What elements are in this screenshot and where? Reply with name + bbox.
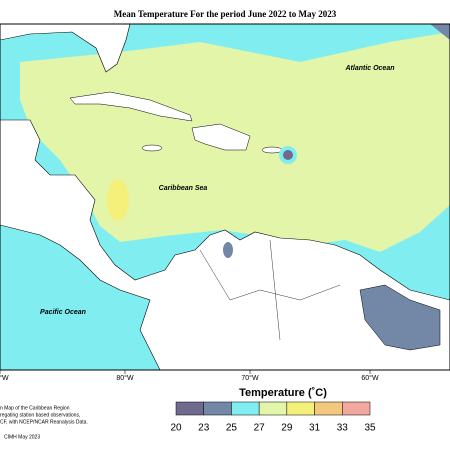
credit-text: regating station based observations, xyxy=(0,412,80,418)
jamaica xyxy=(141,144,163,152)
ocean-label: Pacific Ocean xyxy=(40,309,86,316)
legend-swatch xyxy=(342,401,371,416)
legend: Temperature (˚C) 20 23 25 27 29 31 33 35 xyxy=(170,387,376,434)
legend-swatch xyxy=(258,401,288,416)
legend-title: Temperature (˚C) xyxy=(239,387,327,399)
map-area xyxy=(0,23,450,371)
lon-label: 90°W xyxy=(0,374,9,382)
sea-label: Caribbean Sea xyxy=(159,185,208,192)
legend-swatch xyxy=(314,401,343,416)
lon-label: 70°W xyxy=(241,374,259,382)
lon-label: 80°W xyxy=(116,374,134,382)
puerto-rico xyxy=(261,146,283,154)
lon-label: 60°W xyxy=(361,374,379,382)
cuba xyxy=(69,91,193,122)
warm-spot xyxy=(107,179,129,221)
cool-spot xyxy=(223,242,233,258)
legend-tick-label: 23 xyxy=(198,423,210,434)
legend-swatch xyxy=(175,401,204,416)
credit-text: CIMH May 2023 xyxy=(4,434,40,440)
map-title: Mean Temperature For the period June 202… xyxy=(114,9,337,19)
legend-tick-label: 27 xyxy=(254,423,266,434)
legend-swatch xyxy=(231,401,260,416)
ocean-label: Atlantic Ocean xyxy=(344,65,394,72)
credit-text: n Map of the Caribbean Region xyxy=(0,405,70,411)
legend-tick-label: 31 xyxy=(309,423,321,434)
legend-tick-label: 29 xyxy=(281,423,293,434)
cool-spot xyxy=(283,150,293,160)
legend-swatch xyxy=(203,401,232,416)
north-america xyxy=(0,23,131,73)
guianas-cool xyxy=(359,284,441,351)
legend-tick-label: 25 xyxy=(226,423,238,434)
longitude-axis: 90°W 80°W 70°W 60°W xyxy=(0,370,379,382)
legend-swatch xyxy=(286,401,315,416)
hispaniola xyxy=(191,123,251,151)
legend-tick-label: 20 xyxy=(170,423,182,434)
legend-tick-label: 35 xyxy=(364,423,376,434)
legend-tick-label: 33 xyxy=(337,423,349,434)
frame xyxy=(0,23,450,371)
borders xyxy=(199,239,341,341)
credit-text: CF, with NCEP/NCAR Reanalysis Data. xyxy=(0,419,88,425)
cool-spot xyxy=(430,24,450,40)
